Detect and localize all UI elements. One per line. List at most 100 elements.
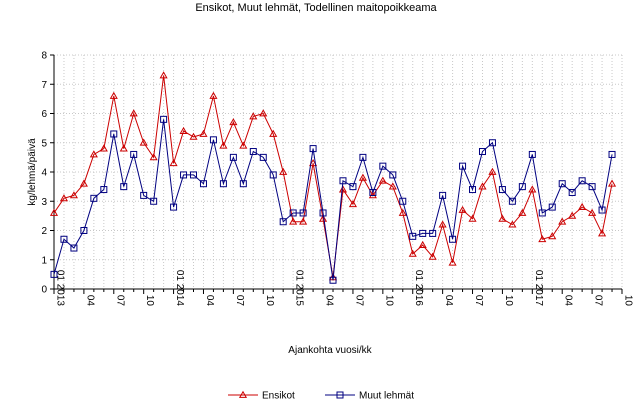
x-tick-label: 07	[473, 295, 484, 307]
data-point-ensikot	[299, 217, 308, 225]
y-tick-label: 7	[41, 80, 47, 91]
data-point-muut-lehmat	[439, 191, 447, 199]
data-point-ensikot	[59, 194, 69, 202]
data-point-muut-lehmat	[279, 218, 287, 226]
x-tick-label: 10	[623, 295, 634, 307]
data-point-ensikot	[89, 150, 98, 158]
y-tick-label: 1	[41, 255, 47, 266]
data-point-muut-lehmat	[269, 171, 277, 179]
data-point-ensikot	[358, 173, 367, 181]
data-point-ensikot	[378, 176, 387, 184]
data-point-ensikot	[348, 199, 358, 208]
data-point-ensikot	[607, 179, 617, 187]
data-point-ensikot	[69, 191, 78, 199]
data-point-muut-lehmat	[170, 203, 178, 211]
data-point-ensikot	[289, 217, 298, 225]
data-point-muut-lehmat	[409, 232, 417, 240]
data-point-ensikot	[169, 159, 178, 167]
data-point-ensikot	[49, 208, 59, 216]
data-point-ensikot	[119, 144, 128, 152]
data-point-muut-lehmat	[528, 150, 536, 158]
x-tick-label: 04	[443, 295, 454, 307]
y-tick-label: 3	[41, 197, 47, 208]
data-point-muut-lehmat	[608, 150, 616, 158]
x-tick-label: 10	[383, 295, 394, 307]
data-point-ensikot	[149, 153, 158, 161]
x-tick-label: 10	[264, 295, 275, 307]
data-point-muut-lehmat	[379, 162, 387, 170]
x-tick-label: 10	[144, 295, 155, 307]
data-point-ensikot	[209, 91, 218, 99]
x-tick-label: 07	[114, 295, 125, 307]
data-point-ensikot	[199, 129, 208, 137]
data-point-muut-lehmat	[50, 270, 58, 278]
data-point-ensikot	[79, 179, 88, 187]
x-axis-title: Ajankohta vuosi/kk	[288, 345, 372, 356]
x-tick-label: 01 2016	[413, 270, 424, 307]
x-tick-label: 07	[593, 295, 604, 307]
grid	[53, 54, 623, 290]
data-point-ensikot	[309, 159, 318, 167]
data-point-ensikot	[159, 71, 168, 79]
data-point-muut-lehmat	[588, 183, 596, 191]
data-point-ensikot	[478, 182, 487, 190]
data-point-muut-lehmat	[180, 171, 188, 179]
data-point-ensikot	[448, 258, 457, 266]
x-tick-label: 01 2013	[55, 270, 66, 307]
data-point-ensikot	[598, 229, 607, 237]
axes	[50, 54, 623, 294]
data-point-muut-lehmat	[120, 183, 128, 191]
data-point-ensikot	[249, 112, 258, 120]
data-point-ensikot	[398, 208, 407, 216]
data-point-ensikot	[558, 217, 567, 225]
data-point-muut-lehmat	[160, 115, 168, 123]
x-tick-label: 07	[234, 295, 245, 307]
x-tick-label: 04	[563, 295, 574, 307]
data-point-muut-lehmat	[249, 148, 257, 156]
data-point-muut-lehmat	[209, 136, 217, 144]
y-tick-label: 6	[41, 109, 47, 120]
y-tick-labels: 0 1 2 3 4 5 6 7 8	[41, 51, 47, 296]
data-point-ensikot	[318, 214, 328, 222]
data-point-muut-lehmat	[518, 183, 526, 191]
data-point-muut-lehmat	[239, 180, 247, 188]
data-point-muut-lehmat	[538, 209, 546, 217]
data-point-ensikot	[578, 202, 587, 210]
series-layer	[49, 71, 617, 284]
x-tick-label: 01 2015	[294, 270, 305, 307]
data-point-muut-lehmat	[478, 148, 486, 156]
data-point-ensikot	[408, 249, 417, 257]
data-point-muut-lehmat	[190, 171, 198, 179]
data-point-muut-lehmat	[130, 150, 138, 158]
legend-label-ensikot: Ensikot	[262, 391, 295, 402]
data-point-muut-lehmat	[369, 188, 377, 196]
data-point-muut-lehmat	[359, 153, 367, 161]
data-point-ensikot	[129, 109, 138, 117]
data-point-muut-lehmat	[349, 183, 357, 191]
data-point-ensikot	[488, 167, 497, 175]
y-tick-label: 4	[41, 168, 47, 179]
data-point-ensikot	[99, 144, 108, 152]
data-point-muut-lehmat	[80, 227, 88, 234]
data-point-ensikot	[548, 232, 557, 240]
data-point-muut-lehmat	[508, 197, 516, 205]
data-point-muut-lehmat	[319, 209, 327, 217]
y-tick-label: 2	[41, 226, 47, 237]
x-tick-label: 10	[503, 295, 514, 307]
data-point-muut-lehmat	[339, 177, 347, 185]
data-point-ensikot	[418, 240, 427, 249]
data-point-muut-lehmat	[558, 180, 566, 188]
data-point-muut-lehmat	[389, 171, 397, 179]
data-point-ensikot	[338, 185, 348, 193]
data-point-muut-lehmat	[259, 153, 267, 161]
legend-label-muut-lehmat: Muut lehmät	[359, 391, 414, 402]
data-point-ensikot	[219, 141, 228, 149]
data-point-muut-lehmat	[60, 235, 68, 243]
data-point-ensikot	[458, 205, 467, 213]
data-point-muut-lehmat	[598, 206, 606, 214]
data-point-ensikot	[388, 182, 397, 190]
data-point-muut-lehmat	[429, 229, 437, 237]
y-axis-title: kg/lehmä/päivä	[27, 138, 38, 206]
legend-marker-ensikot	[238, 390, 248, 398]
